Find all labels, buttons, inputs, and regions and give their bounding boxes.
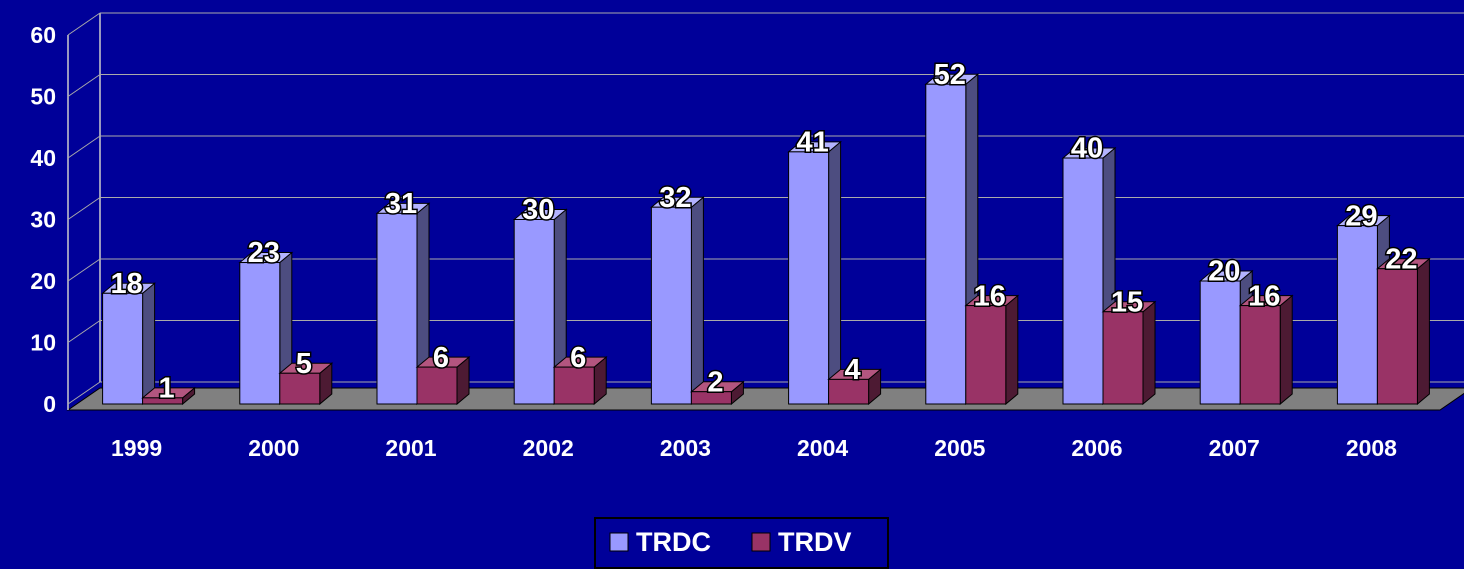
value-label: 52 — [934, 59, 966, 91]
bar — [279, 372, 321, 405]
bar — [788, 151, 830, 405]
x-tick-label: 2008 — [1346, 435, 1397, 461]
y-tick-label: 50 — [30, 84, 56, 110]
value-label: 15 — [1111, 286, 1143, 318]
y-tick-label: 10 — [30, 330, 56, 356]
value-label: 31 — [385, 188, 417, 220]
bar — [239, 262, 281, 405]
bar-side — [142, 282, 156, 406]
x-tick-label: 2005 — [934, 435, 985, 461]
bar — [142, 397, 184, 405]
bar — [1199, 280, 1241, 405]
value-label: 41 — [796, 127, 828, 159]
legend: TRDC TRDV — [594, 517, 889, 569]
grid-line-side — [67, 135, 101, 159]
y-tick-label: 40 — [30, 145, 56, 171]
bar-side — [1416, 257, 1430, 406]
legend-label: TRDC — [636, 527, 711, 557]
legend-swatch — [751, 532, 771, 552]
bar — [1239, 305, 1281, 405]
y-tick-label: 60 — [30, 22, 56, 48]
value-label: 30 — [522, 194, 554, 226]
bar-side — [690, 196, 704, 406]
x-tick-label: 2001 — [385, 435, 436, 461]
value-label: 29 — [1345, 200, 1377, 232]
y-tick-label: 20 — [30, 268, 56, 294]
grid-line-side — [67, 197, 101, 220]
grid-line-side — [67, 12, 101, 36]
value-label: 16 — [1248, 280, 1280, 312]
bar — [650, 206, 692, 405]
bar — [690, 391, 732, 405]
value-label: 23 — [248, 237, 280, 269]
x-tick-label: 1999 — [111, 435, 162, 461]
bar — [965, 305, 1007, 405]
bar — [1376, 268, 1418, 405]
value-label: 40 — [1071, 133, 1103, 165]
bar — [1102, 311, 1144, 405]
bar — [416, 366, 458, 405]
bar-side — [1279, 294, 1293, 406]
grid-line-side — [67, 74, 101, 97]
legend-swatch — [609, 532, 629, 552]
bar — [1336, 225, 1378, 405]
bar — [925, 83, 967, 405]
value-label: 16 — [974, 280, 1006, 312]
legend-label: TRDV — [778, 527, 852, 557]
value-label: 22 — [1385, 243, 1417, 275]
x-tick-label: 2000 — [248, 435, 299, 461]
bar — [376, 212, 418, 405]
value-label: 2 — [707, 366, 723, 398]
grid-line-side — [67, 320, 101, 343]
value-label: 4 — [845, 354, 861, 386]
x-tick-label: 2002 — [523, 435, 574, 461]
x-tick-label: 2007 — [1209, 435, 1260, 461]
grid-line-side — [67, 381, 101, 405]
bar — [1062, 157, 1104, 405]
value-label: 1 — [159, 373, 175, 405]
bar — [513, 219, 555, 405]
x-tick-label: 2006 — [1071, 435, 1122, 461]
y-tick-label: 0 — [43, 391, 56, 417]
value-label: 5 — [296, 348, 312, 380]
bar — [553, 366, 595, 405]
bar-side — [1005, 294, 1019, 406]
x-tick-label: 2003 — [660, 435, 711, 461]
grid-line-side — [67, 258, 101, 282]
bar — [102, 292, 144, 405]
value-label: 20 — [1208, 256, 1240, 288]
value-label: 32 — [659, 182, 691, 214]
value-label: 18 — [110, 268, 142, 300]
bar-side — [828, 140, 842, 406]
value-label: 6 — [433, 342, 449, 374]
bar-side — [1142, 300, 1156, 406]
value-label: 6 — [570, 342, 586, 374]
legend-box — [594, 517, 889, 569]
x-tick-label: 2004 — [797, 435, 848, 461]
y-tick-label: 30 — [30, 207, 56, 233]
bar — [828, 378, 870, 405]
